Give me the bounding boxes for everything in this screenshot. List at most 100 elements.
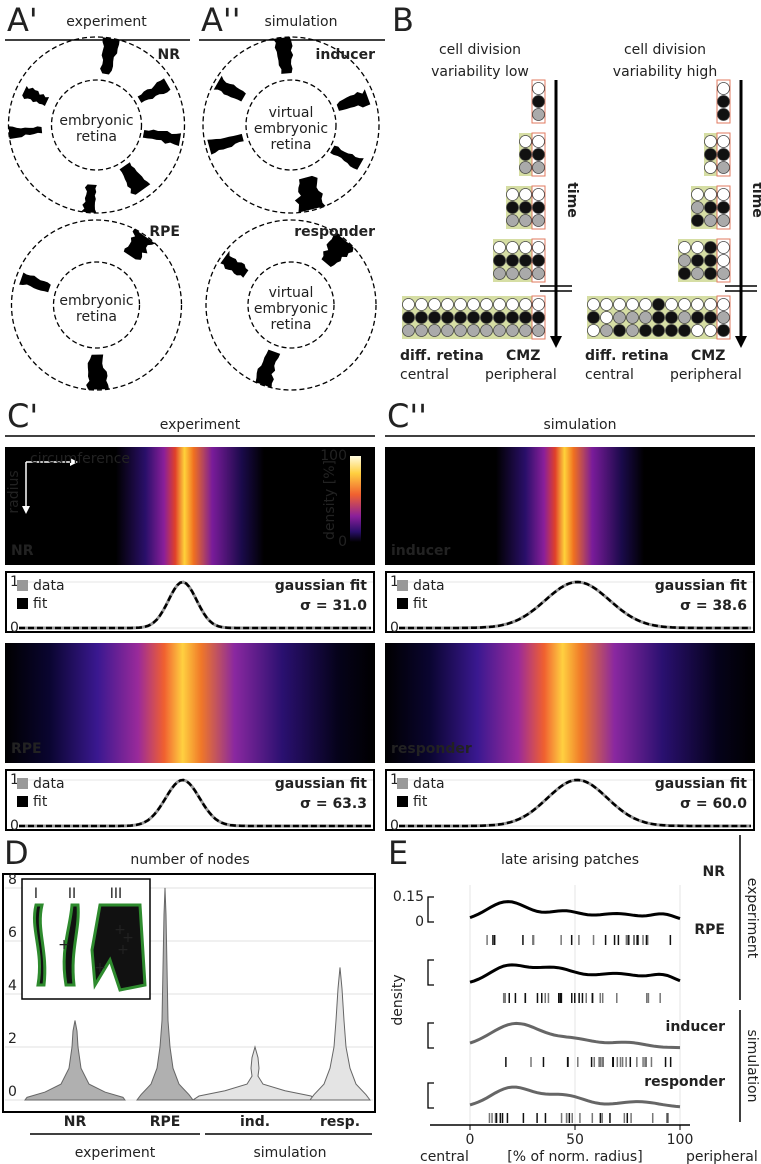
density-curve [469,1085,681,1109]
patch [294,175,326,213]
cell [678,324,691,337]
arrow-head [735,336,747,348]
cell [652,324,665,337]
legend-peripheral: peripheral [485,367,557,383]
cell [532,311,545,324]
legend-text: data [413,578,445,594]
cell [717,161,730,174]
panel-title: simulation [265,14,338,30]
panel-title: simulation [544,417,617,433]
cell [691,267,704,280]
cell [532,108,545,121]
legend-peripheral: peripheral [670,367,742,383]
cell [626,311,639,324]
patch [19,272,51,293]
cell [506,241,519,254]
cell [532,135,545,148]
panel-title: experiment [160,417,241,433]
y-tick-label: 8 [8,872,17,888]
cell [691,201,704,214]
inset-label: III [110,886,122,902]
colorbar-tick: 100 [320,448,347,464]
patch [86,354,110,390]
cell [717,201,730,214]
fit-title: gaussian fit [655,776,748,792]
panel-title: late arising patches [501,852,639,868]
fit-sigma: σ = 38.6 [680,598,747,614]
row-label: responder [644,1074,725,1090]
cell [691,214,704,227]
outer-ring [7,36,186,214]
x-label: central [420,1149,469,1164]
fit-y-tick: 1 [10,574,19,590]
row-label: RPE [694,922,725,938]
outer-ring [202,36,380,214]
cell [717,214,730,227]
bracket [427,1082,434,1109]
node-mark: + [122,930,134,946]
cell [532,241,545,254]
inner-ring [50,79,143,171]
category-label: ind. [240,1114,270,1130]
cell [532,214,545,227]
cell [532,324,545,337]
fit-y-tick: 0 [10,818,19,834]
panel-title: experiment [66,14,147,30]
cell [717,241,730,254]
cell [587,324,600,337]
cell [428,311,441,324]
legend-fit [17,796,28,807]
time-label: time [749,182,761,218]
category-label: NR [64,1114,87,1130]
patch [123,228,156,260]
legend-text: data [33,776,65,792]
column-title: variability low [431,64,529,80]
panel-label: C'' [387,397,427,435]
arrow-head [22,506,30,514]
cell [717,311,730,324]
inner-ring [52,261,141,349]
patch [22,85,50,107]
cell [704,214,717,227]
cell [519,311,532,324]
cell [428,298,441,311]
legend-fit [397,796,408,807]
legend-cmz: CMZ [691,348,725,364]
cell [704,311,717,324]
arrow-head [70,458,78,466]
cell [402,324,415,337]
ring-name: NR [158,47,181,63]
cell [532,188,545,201]
cell [506,298,519,311]
category-label: resp. [320,1114,360,1130]
colorbar [350,456,361,542]
cell [506,201,519,214]
heatmap-label: responder [391,741,472,757]
legend-data [17,778,28,789]
cell [467,324,480,337]
cell [402,298,415,311]
cell [652,298,665,311]
cell [519,161,532,174]
cell [441,298,454,311]
patch [272,37,294,74]
cell [415,324,428,337]
ring-center: virtual [269,285,314,301]
skeleton-shape [62,903,80,987]
cell [600,311,613,324]
fit-y-tick: 1 [390,574,399,590]
cell [704,241,717,254]
patch [330,145,364,170]
cell [532,148,545,161]
cell [678,254,691,267]
cell [493,241,506,254]
cell [717,188,730,201]
fit-y-tick: 0 [390,620,399,636]
node-mark: + [94,960,106,976]
arrow-label: circumference [30,451,130,467]
fit-y-tick: 1 [10,772,19,788]
cell [704,148,717,161]
cell [519,201,532,214]
fit-y-tick: 0 [10,620,19,636]
bracket [427,959,434,986]
